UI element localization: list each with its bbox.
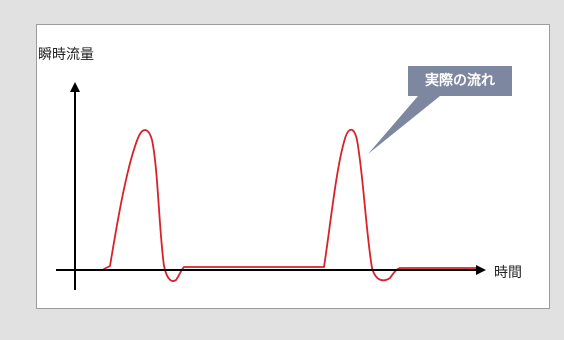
x-axis-label: 時間	[494, 265, 522, 281]
y-axis-label: 瞬時流量	[38, 47, 94, 63]
actual-flow-callout: 実際の流れ	[408, 66, 512, 96]
callout-pointer	[368, 96, 440, 154]
actual-flow-curve	[103, 128, 479, 282]
